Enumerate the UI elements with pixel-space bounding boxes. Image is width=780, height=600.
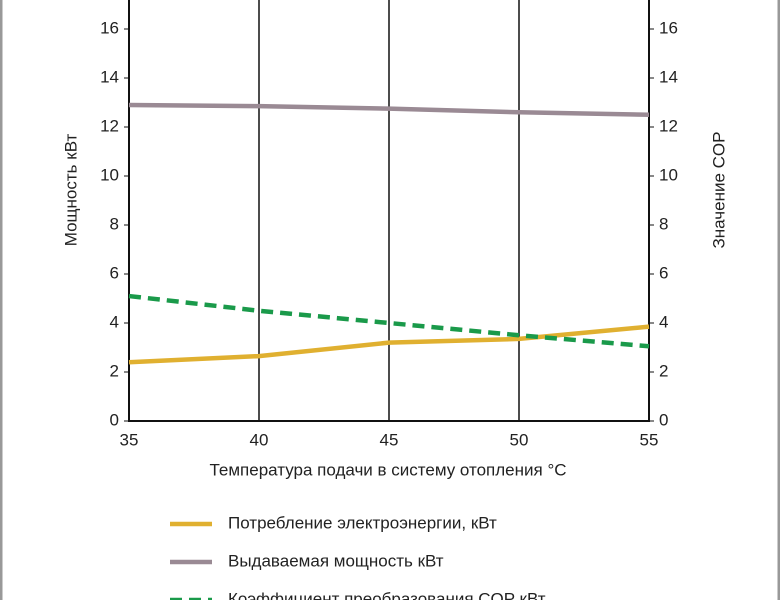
y2-tick-label: 4: [659, 312, 668, 331]
legend-label: Потребление электроэнергии, кВт: [228, 513, 497, 532]
y-tick-label: 14: [100, 67, 119, 86]
y2-tick-label: 0: [659, 410, 668, 429]
y-tick-label: 12: [100, 116, 119, 135]
x-tick-label: 55: [640, 430, 659, 449]
series-line: [128, 324, 650, 365]
y2-tick-label: 8: [659, 214, 668, 233]
y2-axis-label: Значение COP: [709, 132, 728, 249]
y2-tick-label: 14: [659, 67, 678, 86]
y-axis-label: Мощность кВт: [61, 134, 80, 247]
y-tick-label: 4: [110, 312, 119, 331]
x-tick-label: 35: [120, 430, 139, 449]
x-axis-label: Температура подачи в систему отопления °…: [209, 460, 566, 479]
x-tick-label: 50: [510, 430, 529, 449]
series-line: [128, 102, 650, 117]
y-tick-label: 2: [110, 361, 119, 380]
y2-tick-label: 2: [659, 361, 668, 380]
series-line: [128, 293, 650, 349]
y2-tick-label: 6: [659, 263, 668, 282]
y-tick-label: 8: [110, 214, 119, 233]
legend-label: Коэффициент преобразования COP кВт: [228, 589, 546, 600]
y-tick-label: 10: [100, 165, 119, 184]
legend-label: Выдаваемая мощность кВт: [228, 551, 444, 570]
y2-tick-label: 12: [659, 116, 678, 135]
y2-tick-label: 10: [659, 165, 678, 184]
x-tick-label: 45: [380, 430, 399, 449]
plot-frame: [128, 0, 650, 422]
y-tick-label: 6: [110, 263, 119, 282]
y-tick-label: 0: [110, 410, 119, 429]
y-tick-label: 16: [100, 18, 119, 37]
y2-tick-label: 16: [659, 18, 678, 37]
x-tick-label: 40: [250, 430, 269, 449]
